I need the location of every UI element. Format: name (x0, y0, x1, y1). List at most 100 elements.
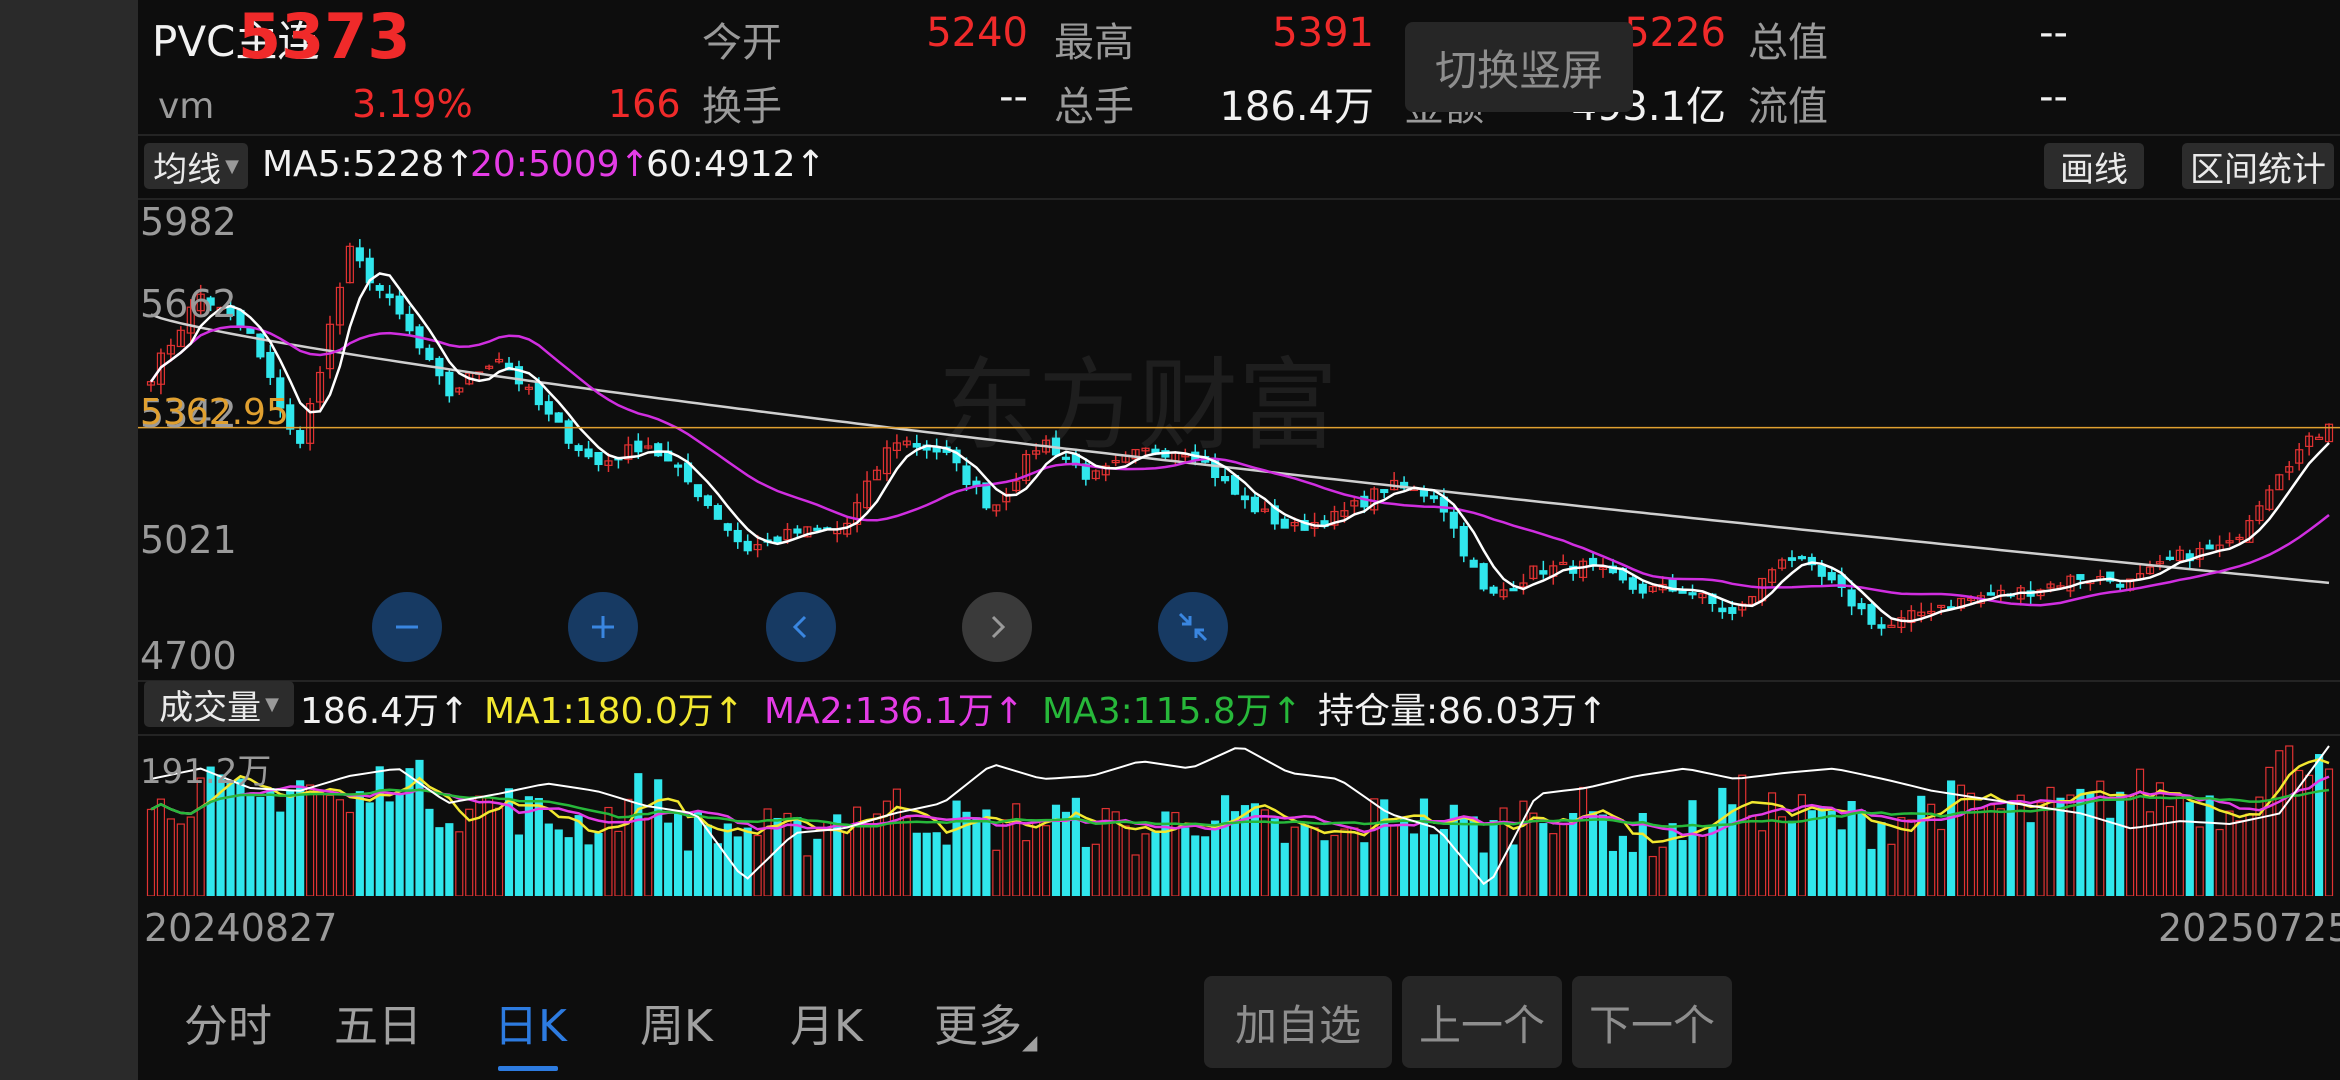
candle-up (1966, 597, 1976, 601)
volume-bar (803, 855, 812, 896)
volume-bar (405, 768, 414, 896)
add-watchlist-button[interactable]: 加自选 (1204, 976, 1392, 1068)
tab-monthly-k[interactable]: 月K (790, 1001, 863, 1052)
tab-five-day[interactable]: 五日 (334, 1001, 422, 1052)
volume-chart[interactable] (138, 736, 2340, 896)
volume-bar (1330, 834, 1339, 896)
volume-bar (574, 815, 583, 896)
volume-bar (1002, 819, 1011, 896)
volume-bar (166, 818, 175, 896)
candle-down (2205, 544, 2214, 550)
volume-bar (226, 781, 235, 896)
candle-down (1280, 518, 1289, 529)
volume-bar (713, 843, 722, 896)
volume-bar (325, 794, 335, 896)
volume-bar (1141, 833, 1150, 896)
candle-up (2235, 536, 2244, 541)
volume-bar (892, 788, 901, 896)
tab-intraday[interactable]: 分时 (184, 1001, 272, 1052)
volume-bar (2195, 826, 2204, 896)
volume-bar (1419, 798, 1429, 896)
switch-portrait-button[interactable]: 切换竖屏 (1405, 22, 1633, 112)
stat-label: 总手 (1054, 84, 1134, 130)
volume-bar (1260, 809, 1269, 896)
candle-up (1499, 589, 1508, 598)
minus-icon (396, 625, 418, 629)
volume-bar (1161, 811, 1170, 896)
active-tab-indicator (498, 1066, 558, 1071)
volume-bar (1071, 797, 1080, 896)
volume-bar (1837, 829, 1846, 896)
volume-bar (375, 766, 384, 896)
volume-bar (1996, 808, 2005, 896)
volume-bar (276, 811, 285, 896)
zoom-in-button[interactable] (568, 592, 638, 662)
scroll-left-button[interactable] (766, 592, 836, 662)
candle-down (1360, 495, 1369, 508)
volume-bar (2036, 802, 2045, 896)
candle-down (2106, 571, 2115, 582)
candle-down (693, 484, 703, 498)
candle-down (1081, 463, 1090, 480)
candle-down (405, 313, 414, 332)
volume-axis-max: 191.2万 (140, 752, 272, 792)
candle-up (902, 440, 911, 446)
volume-bar (1300, 824, 1309, 896)
volume-bar (1867, 848, 1876, 896)
volume-bar (1976, 807, 1986, 896)
volume-bar (315, 791, 325, 896)
zoom-out-button[interactable] (372, 592, 442, 662)
candle-up (1598, 566, 1608, 570)
next-item-button[interactable]: 下一个 (1572, 976, 1732, 1068)
candle-up (1768, 569, 1777, 583)
volume-bar (1101, 807, 1110, 896)
collapse-button[interactable] (1158, 592, 1228, 662)
start-date: 20240827 (144, 906, 338, 950)
tab-more[interactable]: 更多◢ (934, 990, 1037, 1054)
volume-bar (1012, 803, 1021, 896)
volume-bar (1280, 842, 1289, 896)
volume-bar (972, 817, 981, 896)
stat-value: 5240 (926, 10, 1028, 56)
volume-bar (1211, 820, 1220, 896)
candle-down (1986, 592, 1995, 596)
volume-bar (455, 831, 464, 896)
tab-daily-k[interactable]: 日K (494, 1001, 567, 1052)
draw-line-button[interactable]: 画线 (2044, 143, 2144, 190)
candle-down (733, 529, 742, 543)
volume-bar (1787, 820, 1797, 896)
volume-bar (1728, 804, 1737, 896)
volume-bar (395, 792, 404, 896)
candle-down (355, 247, 364, 262)
volume-bar (1151, 831, 1160, 896)
volume-bar (1937, 828, 1946, 896)
candle-down (1270, 505, 1279, 525)
price-chart[interactable]: 东方财富 (138, 200, 2340, 680)
volume-bar (1479, 852, 1488, 896)
candle-down (674, 464, 683, 468)
volume-bar (2066, 794, 2075, 896)
ma-selector[interactable]: 均线 ▼ (144, 143, 248, 190)
candle-down (1459, 525, 1468, 557)
scroll-right-button[interactable] (962, 592, 1032, 662)
tab-weekly-k[interactable]: 周K (640, 1001, 713, 1052)
candle-down (1509, 588, 1518, 592)
candle-up (803, 526, 812, 538)
volume-bar (922, 832, 931, 896)
volume-bar (1022, 840, 1031, 896)
candle-down (1797, 556, 1806, 560)
volume-bar (1588, 811, 1598, 896)
volume-bar (823, 821, 832, 896)
candle-down (2165, 556, 2174, 561)
candle-up (315, 371, 325, 403)
volume-bar (763, 808, 772, 896)
previous-item-button[interactable]: 上一个 (1402, 976, 1562, 1068)
candle-up (176, 329, 185, 348)
volume-bar (435, 827, 444, 896)
range-stats-button[interactable]: 区间统计 (2182, 143, 2334, 190)
candle-down (1449, 511, 1458, 529)
candle-down (1479, 563, 1488, 590)
volume-selector[interactable]: 成交量 ▼ (144, 681, 294, 728)
volume-bar (1807, 810, 1816, 896)
candle-down (594, 451, 603, 466)
